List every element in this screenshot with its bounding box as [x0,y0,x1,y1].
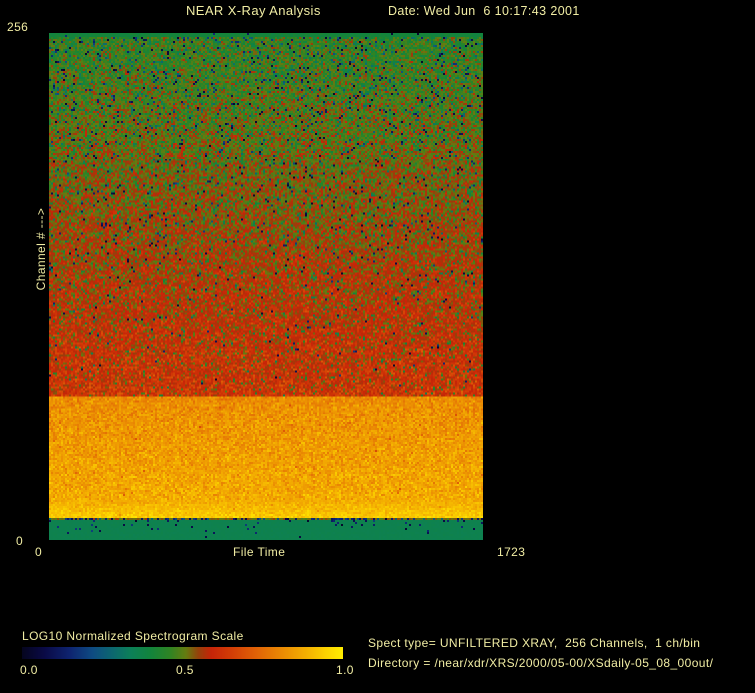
spectrogram-plot [49,33,483,540]
page-title: NEAR X-Ray Analysis [186,3,321,18]
x-axis-title: File Time [233,545,286,559]
colorbar-tick-max: 1.0 [336,663,354,677]
x-axis-min-label: 0 [35,545,43,559]
y-axis-title: Channel # ---> [34,207,48,291]
x-axis-max-label: 1723 [497,545,526,559]
spect-type-label: Spect type= UNFILTERED XRAY, 256 Channel… [368,636,701,650]
directory-label: Directory = /near/xdr/XRS/2000/05-00/XSd… [368,656,714,670]
colorbar-tick-min: 0.0 [20,663,38,677]
date-label: Date: Wed Jun 6 10:17:43 2001 [388,4,580,18]
y-axis-max-label: 256 [7,20,29,34]
colorbar-tick-mid: 0.5 [176,663,194,677]
colorbar-title: LOG10 Normalized Spectrogram Scale [22,629,244,643]
spectrogram-image [49,33,483,540]
y-axis-min-label: 0 [16,534,24,548]
colorbar-gradient [22,647,343,659]
